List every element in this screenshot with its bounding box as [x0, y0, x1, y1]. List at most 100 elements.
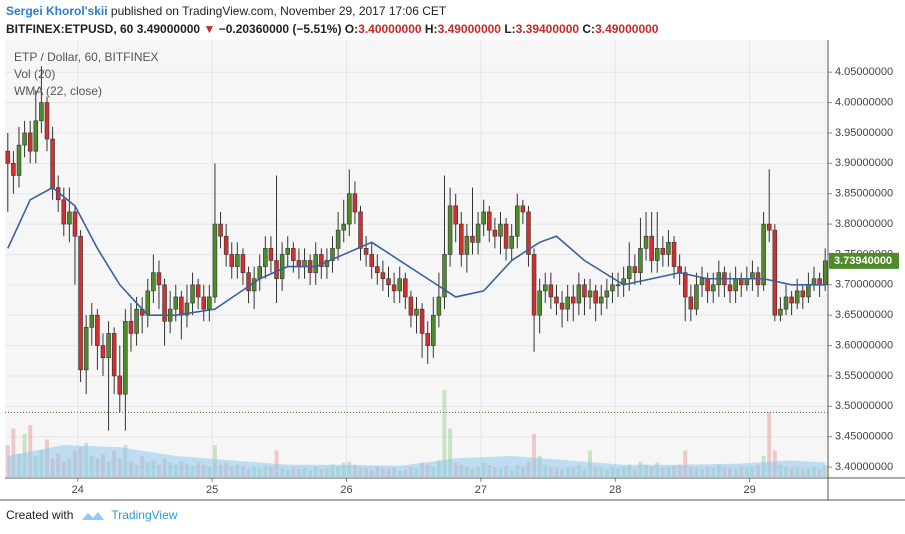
footer: Created with TradingView: [6, 508, 177, 522]
candle-body: [369, 254, 374, 267]
candle-body: [459, 223, 464, 255]
down-arrow: ▼: [203, 22, 216, 36]
candle-body: [766, 223, 772, 231]
candle-body: [285, 248, 290, 255]
candle-body: [531, 254, 537, 316]
candle-body: [593, 290, 598, 304]
candle-body: [212, 223, 218, 298]
candle-body: [16, 144, 22, 176]
y-tick-label: 3.85000000: [835, 188, 893, 200]
brand[interactable]: TradingView: [111, 508, 178, 522]
y-tick-label: 3.90000000: [835, 157, 893, 169]
c-value: 3.49000000: [595, 22, 659, 36]
candle-body: [414, 308, 419, 316]
tv-logo: [82, 511, 105, 520]
y-tick-label: 3.80000000: [835, 218, 893, 230]
l-value: 3.39400000: [515, 22, 580, 36]
candle-body: [822, 260, 828, 286]
x-tick-label: 25: [206, 484, 218, 496]
candle-body: [408, 296, 414, 316]
wma-line: [7, 186, 826, 316]
candle-body: [347, 193, 352, 225]
l-label: L:: [504, 22, 516, 36]
candle-body: [44, 102, 50, 140]
volume-ma-area: [7, 445, 826, 478]
candle-body: [5, 150, 11, 164]
candle-body: [67, 211, 72, 225]
candle-body: [207, 296, 212, 310]
candle-body: [117, 375, 123, 395]
candle-body: [598, 296, 604, 304]
candle-body: [184, 302, 190, 316]
candle-body: [39, 102, 44, 122]
candle-body: [817, 278, 822, 286]
candle-body: [487, 211, 492, 231]
candle-body: [279, 254, 285, 280]
candle-body: [173, 296, 179, 310]
candle-body: [498, 223, 503, 237]
candle-body: [682, 272, 688, 298]
candle-body: [106, 333, 111, 359]
candle-body: [50, 138, 55, 188]
candle-body: [95, 314, 100, 346]
candle-body: [610, 284, 615, 292]
candle-body: [27, 132, 33, 152]
x-tick-label: 27: [475, 484, 487, 496]
candle-body: [626, 266, 632, 280]
candle-body: [772, 229, 778, 316]
candle-body: [571, 296, 576, 304]
candle-body: [263, 248, 268, 267]
candle-body: [503, 223, 509, 249]
candle-body: [151, 272, 156, 292]
candle-body: [548, 284, 554, 298]
volume-bar: [683, 450, 688, 478]
x-tick-label: 26: [340, 484, 352, 496]
o-label: O:: [344, 22, 359, 36]
candle-body: [78, 235, 83, 371]
candle-body: [778, 308, 783, 316]
candle-body: [246, 272, 251, 292]
candle-body: [677, 266, 682, 273]
candle-body: [257, 266, 262, 280]
y-tick-label: 3.65000000: [835, 309, 893, 321]
candle-body: [123, 320, 128, 395]
candle-body: [671, 241, 677, 267]
candle-body: [296, 260, 302, 267]
legend-label: WMA (22, close): [14, 84, 102, 98]
candle-body: [436, 296, 442, 316]
x-tick-label: 29: [743, 484, 755, 496]
y-tick-label: 3.60000000: [835, 339, 893, 351]
candle-body: [341, 223, 346, 231]
candle-body: [699, 278, 705, 286]
candle-body: [800, 290, 806, 298]
candle-body: [335, 229, 341, 249]
o-value: 3.40000000: [358, 22, 422, 36]
candle-body: [806, 284, 811, 298]
candle-body: [61, 199, 67, 225]
candle-body: [352, 193, 358, 213]
author[interactable]: Sergei Khorol'skii: [6, 4, 108, 18]
candle-body: [733, 278, 738, 292]
symbol: BITFINEX:ETPUSD, 60: [6, 22, 134, 36]
candle-body: [587, 290, 593, 298]
volume-bar: [767, 412, 772, 478]
candle-body: [235, 254, 240, 267]
candle-body: [789, 296, 794, 304]
candle-body: [274, 260, 279, 280]
candle-body: [302, 260, 307, 267]
candle-body: [727, 284, 733, 292]
candle-body: [100, 345, 106, 359]
publish-info: published on TradingView.com, November 2…: [110, 4, 447, 18]
candle-body: [223, 235, 229, 255]
candle-body: [83, 327, 89, 371]
candle-body: [179, 296, 184, 316]
volume-bar: [532, 434, 537, 478]
candle-body: [554, 296, 559, 304]
x-tick-label: 28: [609, 484, 621, 496]
volume-bar: [442, 390, 447, 478]
h-value: 3.49000000: [437, 22, 501, 36]
candle-body: [218, 223, 223, 237]
candle-body: [520, 205, 526, 213]
candle-body: [543, 284, 548, 292]
